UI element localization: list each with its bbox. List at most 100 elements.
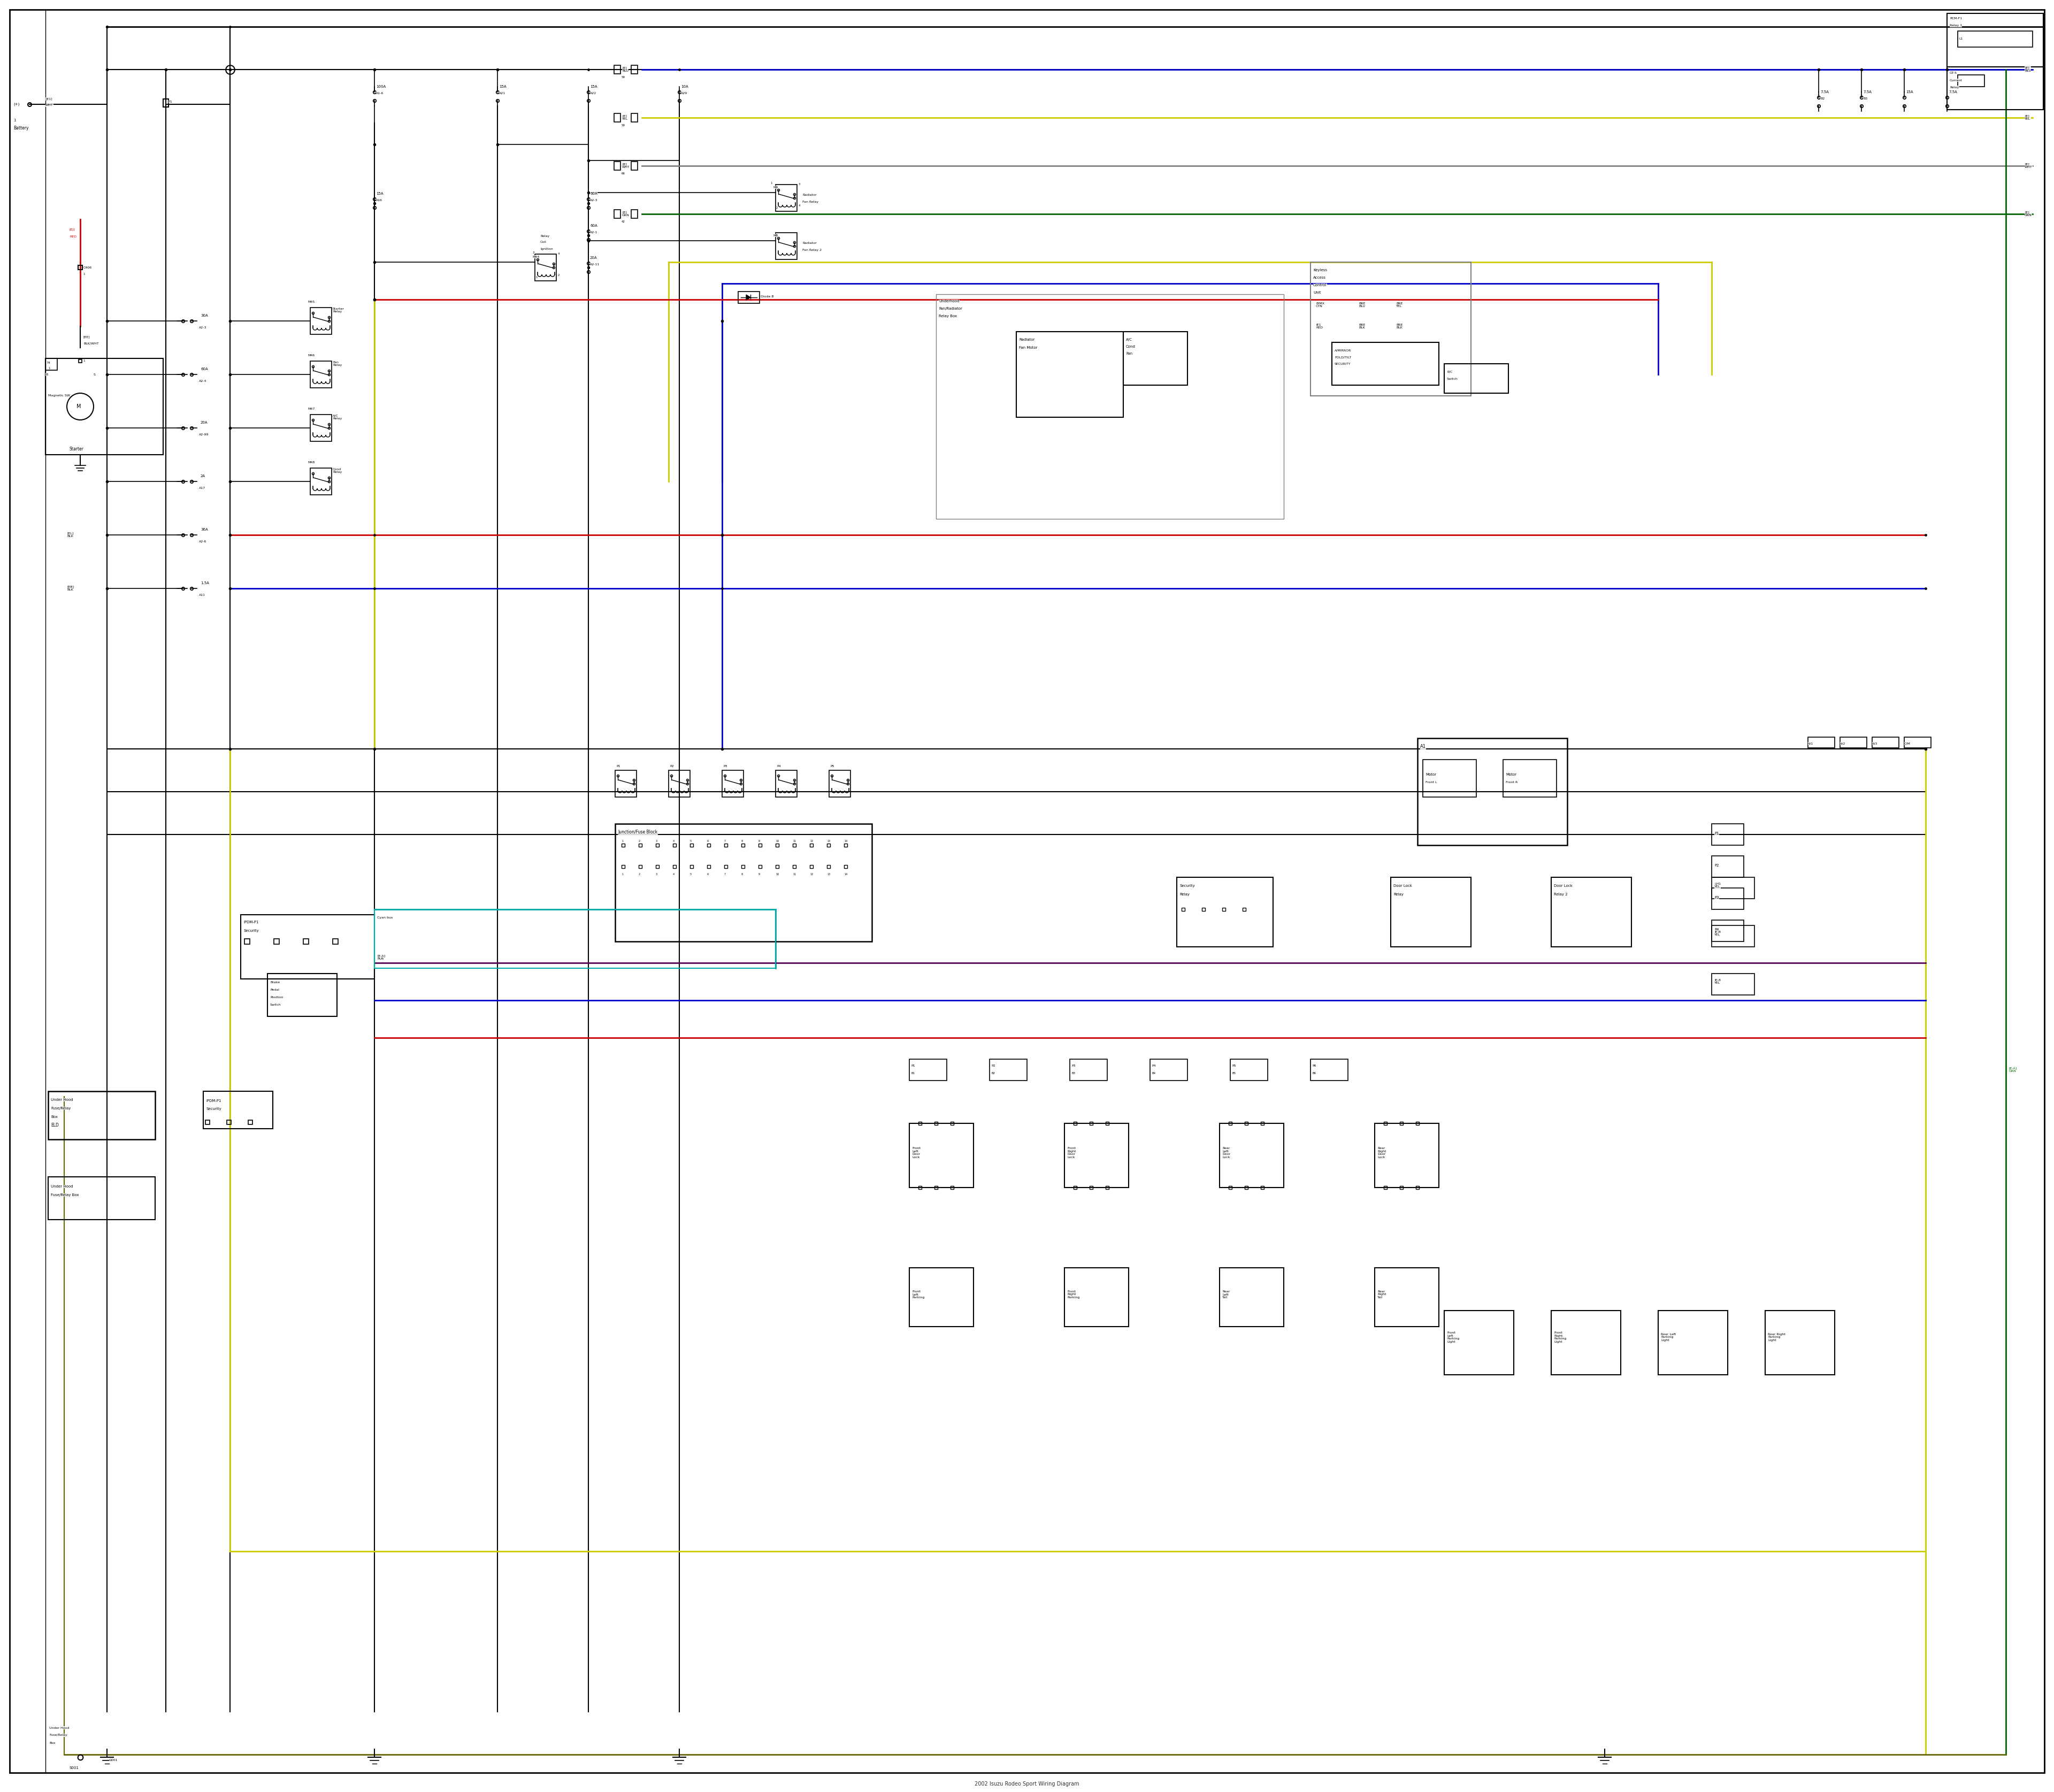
Text: Fan/Radiator: Fan/Radiator	[939, 306, 961, 310]
Bar	[1220, 1124, 1284, 1188]
Bar	[1423, 760, 1477, 797]
Text: Front
Left
Door
Lock: Front Left Door Lock	[912, 1147, 920, 1159]
Text: M8: M8	[772, 235, 778, 237]
Text: A2-4: A2-4	[199, 380, 207, 382]
Text: Fuse/Relay: Fuse/Relay	[51, 1107, 70, 1109]
Text: Starter
Relay: Starter Relay	[333, 308, 345, 314]
Text: Fan Motor: Fan Motor	[1019, 346, 1037, 349]
Text: 15A: 15A	[1906, 90, 1912, 93]
Text: L1: L1	[1960, 38, 1964, 39]
Text: Front L: Front L	[1425, 781, 1438, 783]
Text: WHT: WHT	[45, 104, 53, 108]
Bar	[1177, 878, 1273, 946]
Text: BRE
BLK: BRE BLK	[1358, 323, 1366, 330]
Text: Door Lock: Door Lock	[1555, 883, 1573, 887]
Text: B3: B3	[1863, 97, 1867, 100]
Text: Diode B: Diode B	[760, 296, 774, 297]
Text: Relay: Relay	[1393, 892, 1403, 896]
Text: [EJ]: [EJ]	[70, 229, 76, 231]
Text: Fuse/Relay: Fuse/Relay	[49, 1735, 68, 1736]
Text: C/M: C/M	[1904, 742, 1910, 745]
Bar	[162, 99, 168, 108]
Text: IE-8
YEL: IE-8 YEL	[1715, 978, 1721, 984]
Text: C406: C406	[84, 267, 92, 269]
Bar	[614, 113, 620, 122]
Bar	[631, 65, 637, 73]
Text: Brake: Brake	[271, 980, 279, 984]
Text: SECURITY: SECURITY	[1335, 364, 1352, 366]
Bar	[614, 161, 620, 170]
Text: Box: Box	[49, 1742, 55, 1744]
Bar	[614, 65, 620, 73]
Text: Ignition: Ignition	[540, 247, 553, 251]
Text: 59: 59	[622, 124, 624, 127]
Bar	[776, 233, 797, 260]
Text: B4: B4	[1152, 1072, 1156, 1075]
Text: P4: P4	[1715, 928, 1719, 932]
Bar	[1551, 878, 1631, 946]
Text: B: B	[45, 373, 47, 376]
Text: Radiator: Radiator	[803, 242, 817, 246]
Text: 36A: 36A	[201, 529, 207, 530]
Bar	[614, 210, 620, 219]
Text: P2: P2	[670, 765, 674, 767]
Text: 11: 11	[793, 840, 797, 842]
Text: Relay: Relay	[1949, 86, 1960, 88]
Text: Fan Relay 2: Fan Relay 2	[803, 249, 822, 251]
Bar	[614, 771, 637, 797]
Text: 7.5A: 7.5A	[1949, 90, 1957, 93]
Bar	[1808, 737, 1834, 747]
Text: M46: M46	[308, 355, 314, 357]
Text: 15A: 15A	[589, 84, 598, 88]
Text: ELD: ELD	[51, 1124, 60, 1127]
Text: 12: 12	[809, 873, 813, 876]
Text: Rear
Left
Door
Lock: Rear Left Door Lock	[1222, 1147, 1230, 1159]
Text: Position: Position	[271, 996, 283, 998]
Text: Rear
Right
Door
Lock: Rear Right Door Lock	[1378, 1147, 1386, 1159]
Text: A2-3: A2-3	[589, 199, 598, 201]
Text: T4: T4	[47, 362, 49, 364]
Bar	[723, 771, 744, 797]
Text: M44: M44	[532, 256, 540, 258]
Text: A2-6: A2-6	[199, 539, 207, 543]
Polygon shape	[746, 294, 750, 299]
Text: 10A: 10A	[682, 84, 688, 88]
Text: BLK/WHT: BLK/WHT	[84, 342, 99, 344]
Text: P1: P1	[1715, 831, 1719, 835]
Bar	[1374, 1124, 1440, 1188]
Text: Front
Right
Door
Lock: Front Right Door Lock	[1068, 1147, 1076, 1159]
Text: S001: S001	[70, 1767, 80, 1769]
Text: Pedal: Pedal	[271, 987, 279, 991]
Bar	[1871, 737, 1898, 747]
Text: 1: 1	[14, 118, 16, 122]
Bar	[1947, 13, 2044, 66]
Text: B2: B2	[992, 1072, 994, 1075]
Text: IE-B
YEL: IE-B YEL	[1715, 930, 1721, 937]
Text: [E]
YEL: [E] YEL	[622, 115, 629, 120]
Bar	[776, 185, 797, 211]
Text: A/C: A/C	[1126, 339, 1132, 340]
Bar	[310, 308, 331, 335]
Text: B5: B5	[1232, 1072, 1237, 1075]
Text: B/MX
CYN: B/MX CYN	[1317, 303, 1325, 308]
Text: RED: RED	[70, 235, 76, 238]
Text: Starter: Starter	[70, 446, 84, 452]
Text: 2A: 2A	[201, 475, 205, 478]
Bar	[937, 294, 1284, 520]
Bar	[1391, 878, 1471, 946]
Bar	[1947, 66, 2044, 109]
Text: 14: 14	[844, 840, 848, 842]
Bar	[1374, 1267, 1440, 1326]
Text: P2: P2	[1715, 864, 1719, 867]
Bar	[1444, 1310, 1514, 1374]
Text: [E]
YEL: [E] YEL	[2025, 115, 2031, 120]
Text: Cond
Relay: Cond Relay	[333, 468, 341, 473]
Text: Front
Right
Parking: Front Right Parking	[1068, 1290, 1080, 1299]
Text: 14: 14	[844, 873, 848, 876]
Text: M45: M45	[308, 301, 314, 303]
Bar	[45, 358, 58, 371]
Text: Keyless: Keyless	[1313, 269, 1327, 272]
Text: Security: Security	[242, 930, 259, 932]
Text: Unit: Unit	[1313, 290, 1321, 294]
Text: Access: Access	[1313, 276, 1327, 280]
